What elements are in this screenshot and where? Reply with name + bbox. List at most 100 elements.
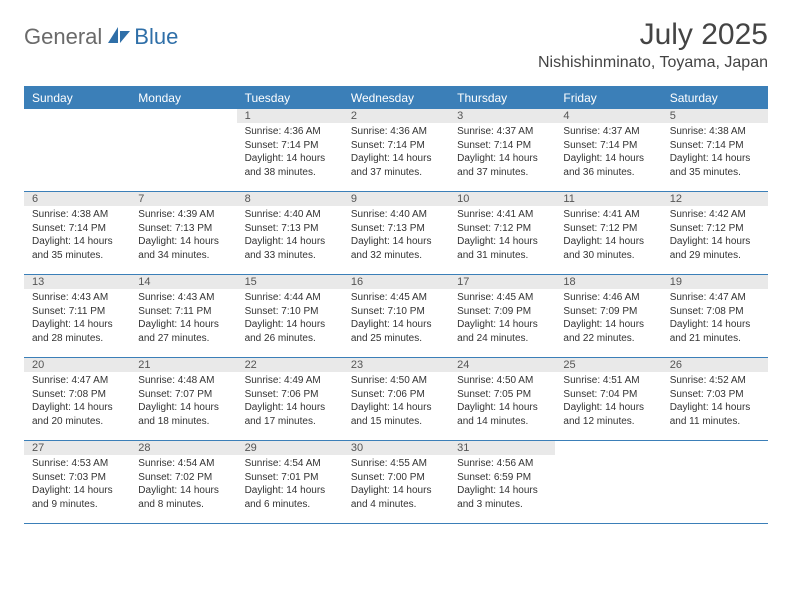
- daylight1-text: Daylight: 14 hours: [245, 152, 335, 166]
- day-info: Sunrise: 4:45 AMSunset: 7:10 PMDaylight:…: [343, 289, 449, 349]
- daylight2-text: and 35 minutes.: [32, 249, 122, 263]
- day-info: Sunrise: 4:54 AMSunset: 7:02 PMDaylight:…: [130, 455, 236, 515]
- day-info: Sunrise: 4:43 AMSunset: 7:11 PMDaylight:…: [24, 289, 130, 349]
- sunset-text: Sunset: 7:05 PM: [457, 388, 547, 402]
- day-info: Sunrise: 4:36 AMSunset: 7:14 PMDaylight:…: [237, 123, 343, 183]
- calendar-cell-empty: [662, 441, 768, 523]
- brand-logo: General Blue: [24, 18, 178, 50]
- sunset-text: Sunset: 7:14 PM: [32, 222, 122, 236]
- daylight1-text: Daylight: 14 hours: [245, 401, 335, 415]
- calendar-cell: 13Sunrise: 4:43 AMSunset: 7:11 PMDayligh…: [24, 275, 130, 357]
- brand-part1: General: [24, 24, 102, 50]
- daylight1-text: Daylight: 14 hours: [245, 484, 335, 498]
- day-number: 4: [555, 109, 661, 123]
- daylight1-text: Daylight: 14 hours: [32, 484, 122, 498]
- daylight1-text: Daylight: 14 hours: [351, 318, 441, 332]
- daylight2-text: and 33 minutes.: [245, 249, 335, 263]
- day-info: Sunrise: 4:44 AMSunset: 7:10 PMDaylight:…: [237, 289, 343, 349]
- day-info: Sunrise: 4:54 AMSunset: 7:01 PMDaylight:…: [237, 455, 343, 515]
- day-info: Sunrise: 4:42 AMSunset: 7:12 PMDaylight:…: [662, 206, 768, 266]
- sunset-text: Sunset: 7:06 PM: [351, 388, 441, 402]
- calendar-cell: 18Sunrise: 4:46 AMSunset: 7:09 PMDayligh…: [555, 275, 661, 357]
- day-number: 29: [237, 441, 343, 455]
- calendar-cell: 12Sunrise: 4:42 AMSunset: 7:12 PMDayligh…: [662, 192, 768, 274]
- weekday-header: Thursday: [449, 87, 555, 109]
- day-info: Sunrise: 4:56 AMSunset: 6:59 PMDaylight:…: [449, 455, 555, 515]
- day-info: Sunrise: 4:48 AMSunset: 7:07 PMDaylight:…: [130, 372, 236, 432]
- day-info: Sunrise: 4:37 AMSunset: 7:14 PMDaylight:…: [449, 123, 555, 183]
- day-number: 10: [449, 192, 555, 206]
- calendar-cell: 10Sunrise: 4:41 AMSunset: 7:12 PMDayligh…: [449, 192, 555, 274]
- day-info: Sunrise: 4:39 AMSunset: 7:13 PMDaylight:…: [130, 206, 236, 266]
- sunset-text: Sunset: 7:12 PM: [563, 222, 653, 236]
- daylight2-text: and 11 minutes.: [670, 415, 760, 429]
- calendar-week: 1Sunrise: 4:36 AMSunset: 7:14 PMDaylight…: [24, 109, 768, 192]
- day-number: 5: [662, 109, 768, 123]
- daylight1-text: Daylight: 14 hours: [351, 484, 441, 498]
- day-info: Sunrise: 4:51 AMSunset: 7:04 PMDaylight:…: [555, 372, 661, 432]
- sunset-text: Sunset: 7:04 PM: [563, 388, 653, 402]
- day-number: 9: [343, 192, 449, 206]
- sunset-text: Sunset: 7:13 PM: [245, 222, 335, 236]
- day-number: 21: [130, 358, 236, 372]
- daylight2-text: and 30 minutes.: [563, 249, 653, 263]
- calendar-grid: SundayMondayTuesdayWednesdayThursdayFrid…: [24, 86, 768, 524]
- daylight1-text: Daylight: 14 hours: [670, 152, 760, 166]
- sunset-text: Sunset: 7:06 PM: [245, 388, 335, 402]
- day-info: Sunrise: 4:52 AMSunset: 7:03 PMDaylight:…: [662, 372, 768, 432]
- sunset-text: Sunset: 7:03 PM: [32, 471, 122, 485]
- sunset-text: Sunset: 7:00 PM: [351, 471, 441, 485]
- day-number: 2: [343, 109, 449, 123]
- day-info: Sunrise: 4:38 AMSunset: 7:14 PMDaylight:…: [24, 206, 130, 266]
- daylight1-text: Daylight: 14 hours: [138, 318, 228, 332]
- sunrise-text: Sunrise: 4:38 AM: [32, 208, 122, 222]
- sunset-text: Sunset: 7:02 PM: [138, 471, 228, 485]
- day-info: Sunrise: 4:47 AMSunset: 7:08 PMDaylight:…: [662, 289, 768, 349]
- sunset-text: Sunset: 7:14 PM: [457, 139, 547, 153]
- sunrise-text: Sunrise: 4:48 AM: [138, 374, 228, 388]
- daylight2-text: and 38 minutes.: [245, 166, 335, 180]
- sunset-text: Sunset: 7:01 PM: [245, 471, 335, 485]
- calendar-cell: 1Sunrise: 4:36 AMSunset: 7:14 PMDaylight…: [237, 109, 343, 191]
- sunrise-text: Sunrise: 4:43 AM: [32, 291, 122, 305]
- daylight2-text: and 3 minutes.: [457, 498, 547, 512]
- daylight2-text: and 36 minutes.: [563, 166, 653, 180]
- day-number: 8: [237, 192, 343, 206]
- weekday-header: Friday: [555, 87, 661, 109]
- day-number: 6: [24, 192, 130, 206]
- daylight1-text: Daylight: 14 hours: [563, 401, 653, 415]
- daylight2-text: and 6 minutes.: [245, 498, 335, 512]
- sunrise-text: Sunrise: 4:49 AM: [245, 374, 335, 388]
- calendar-cell: 26Sunrise: 4:52 AMSunset: 7:03 PMDayligh…: [662, 358, 768, 440]
- daylight2-text: and 9 minutes.: [32, 498, 122, 512]
- sunrise-text: Sunrise: 4:40 AM: [245, 208, 335, 222]
- sunrise-text: Sunrise: 4:46 AM: [563, 291, 653, 305]
- day-info: Sunrise: 4:53 AMSunset: 7:03 PMDaylight:…: [24, 455, 130, 515]
- calendar-cell: 25Sunrise: 4:51 AMSunset: 7:04 PMDayligh…: [555, 358, 661, 440]
- daylight2-text: and 4 minutes.: [351, 498, 441, 512]
- calendar-cell: 15Sunrise: 4:44 AMSunset: 7:10 PMDayligh…: [237, 275, 343, 357]
- sunset-text: Sunset: 7:10 PM: [351, 305, 441, 319]
- day-info: Sunrise: 4:38 AMSunset: 7:14 PMDaylight:…: [662, 123, 768, 183]
- calendar-cell: 17Sunrise: 4:45 AMSunset: 7:09 PMDayligh…: [449, 275, 555, 357]
- calendar-week: 27Sunrise: 4:53 AMSunset: 7:03 PMDayligh…: [24, 441, 768, 524]
- calendar-cell: 22Sunrise: 4:49 AMSunset: 7:06 PMDayligh…: [237, 358, 343, 440]
- sunrise-text: Sunrise: 4:37 AM: [457, 125, 547, 139]
- calendar-week: 20Sunrise: 4:47 AMSunset: 7:08 PMDayligh…: [24, 358, 768, 441]
- calendar-cell: 16Sunrise: 4:45 AMSunset: 7:10 PMDayligh…: [343, 275, 449, 357]
- daylight1-text: Daylight: 14 hours: [563, 318, 653, 332]
- sunset-text: Sunset: 7:03 PM: [670, 388, 760, 402]
- sunrise-text: Sunrise: 4:44 AM: [245, 291, 335, 305]
- calendar-cell: 30Sunrise: 4:55 AMSunset: 7:00 PMDayligh…: [343, 441, 449, 523]
- day-info: Sunrise: 4:41 AMSunset: 7:12 PMDaylight:…: [449, 206, 555, 266]
- weekday-header: Monday: [130, 87, 236, 109]
- day-number: 13: [24, 275, 130, 289]
- sunrise-text: Sunrise: 4:52 AM: [670, 374, 760, 388]
- weekday-header: Sunday: [24, 87, 130, 109]
- sunset-text: Sunset: 7:14 PM: [563, 139, 653, 153]
- calendar-cell: 11Sunrise: 4:41 AMSunset: 7:12 PMDayligh…: [555, 192, 661, 274]
- daylight2-text: and 32 minutes.: [351, 249, 441, 263]
- calendar-cell: 23Sunrise: 4:50 AMSunset: 7:06 PMDayligh…: [343, 358, 449, 440]
- sunset-text: Sunset: 7:09 PM: [457, 305, 547, 319]
- daylight1-text: Daylight: 14 hours: [457, 484, 547, 498]
